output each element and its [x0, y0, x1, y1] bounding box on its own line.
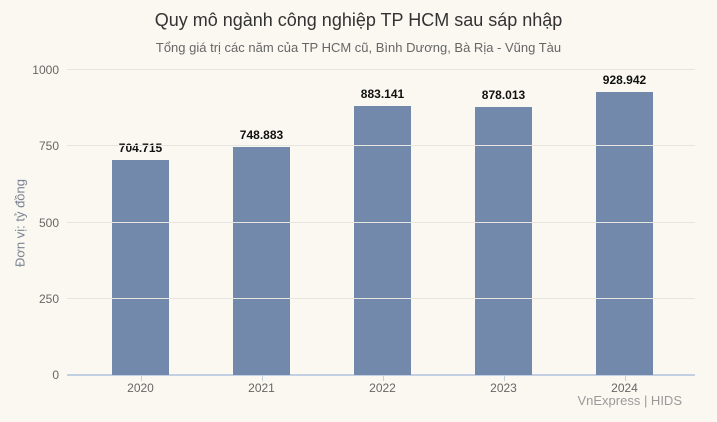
- gridline: [67, 145, 695, 147]
- x-tick-mark: [503, 375, 505, 381]
- x-tick-mark: [624, 375, 626, 381]
- plot-area: 704.715 2020 748.883 2021 883.141 2022 878.013…: [32, 63, 695, 395]
- x-tick-mark: [140, 375, 142, 381]
- x-tick-mark: [261, 375, 263, 381]
- x-tick-label: 2020: [127, 381, 154, 395]
- x-tick-label: 2024: [611, 381, 638, 395]
- y-tick-label: 250: [38, 291, 59, 306]
- x-tick-mark: [382, 375, 384, 381]
- bar-value-label: 928.942: [602, 72, 647, 87]
- x-tick-label: 2023: [490, 381, 517, 395]
- bar-value-label: 748.883: [239, 127, 284, 142]
- bar-value-label: 878.013: [481, 88, 526, 103]
- bars-row: 704.715 2020 748.883 2021 883.141 2022 878.013…: [80, 70, 685, 395]
- chart-title: Quy mô ngành công nghiệp TP HCM sau sáp …: [154, 10, 563, 30]
- y-tick-label: 1000: [32, 63, 59, 77]
- gridline: [67, 221, 695, 223]
- x-axis-line: [67, 374, 695, 376]
- chart-credit: VnExpress | HIDS: [577, 393, 682, 408]
- bar[interactable]: [233, 146, 290, 375]
- bar[interactable]: [112, 160, 169, 375]
- bar-value-label: 704.715: [118, 141, 163, 156]
- bar-cell: 748.883 2021: [201, 70, 322, 395]
- gridline: [67, 69, 695, 70]
- y-tick-label: 500: [38, 215, 59, 230]
- x-tick-label: 2021: [248, 381, 275, 395]
- bar-cell: 928.942 2024: [564, 70, 685, 395]
- y-tick-label: 0: [52, 368, 59, 382]
- bar-cell: 704.715 2020: [80, 70, 201, 395]
- y-tick-label: 750: [38, 139, 59, 154]
- bar[interactable]: [596, 91, 653, 375]
- bar[interactable]: [354, 105, 411, 375]
- bar-value-label: 883.141: [360, 86, 405, 101]
- x-tick-label: 2022: [369, 381, 396, 395]
- bar-cell: 878.013 2023: [443, 70, 564, 395]
- bar-cell: 883.141 2022: [322, 70, 443, 395]
- bar[interactable]: [475, 107, 532, 375]
- gridline: [67, 297, 695, 299]
- chart-subtitle: Tổng giá trị các năm của TP HCM cũ, Bình…: [155, 40, 562, 55]
